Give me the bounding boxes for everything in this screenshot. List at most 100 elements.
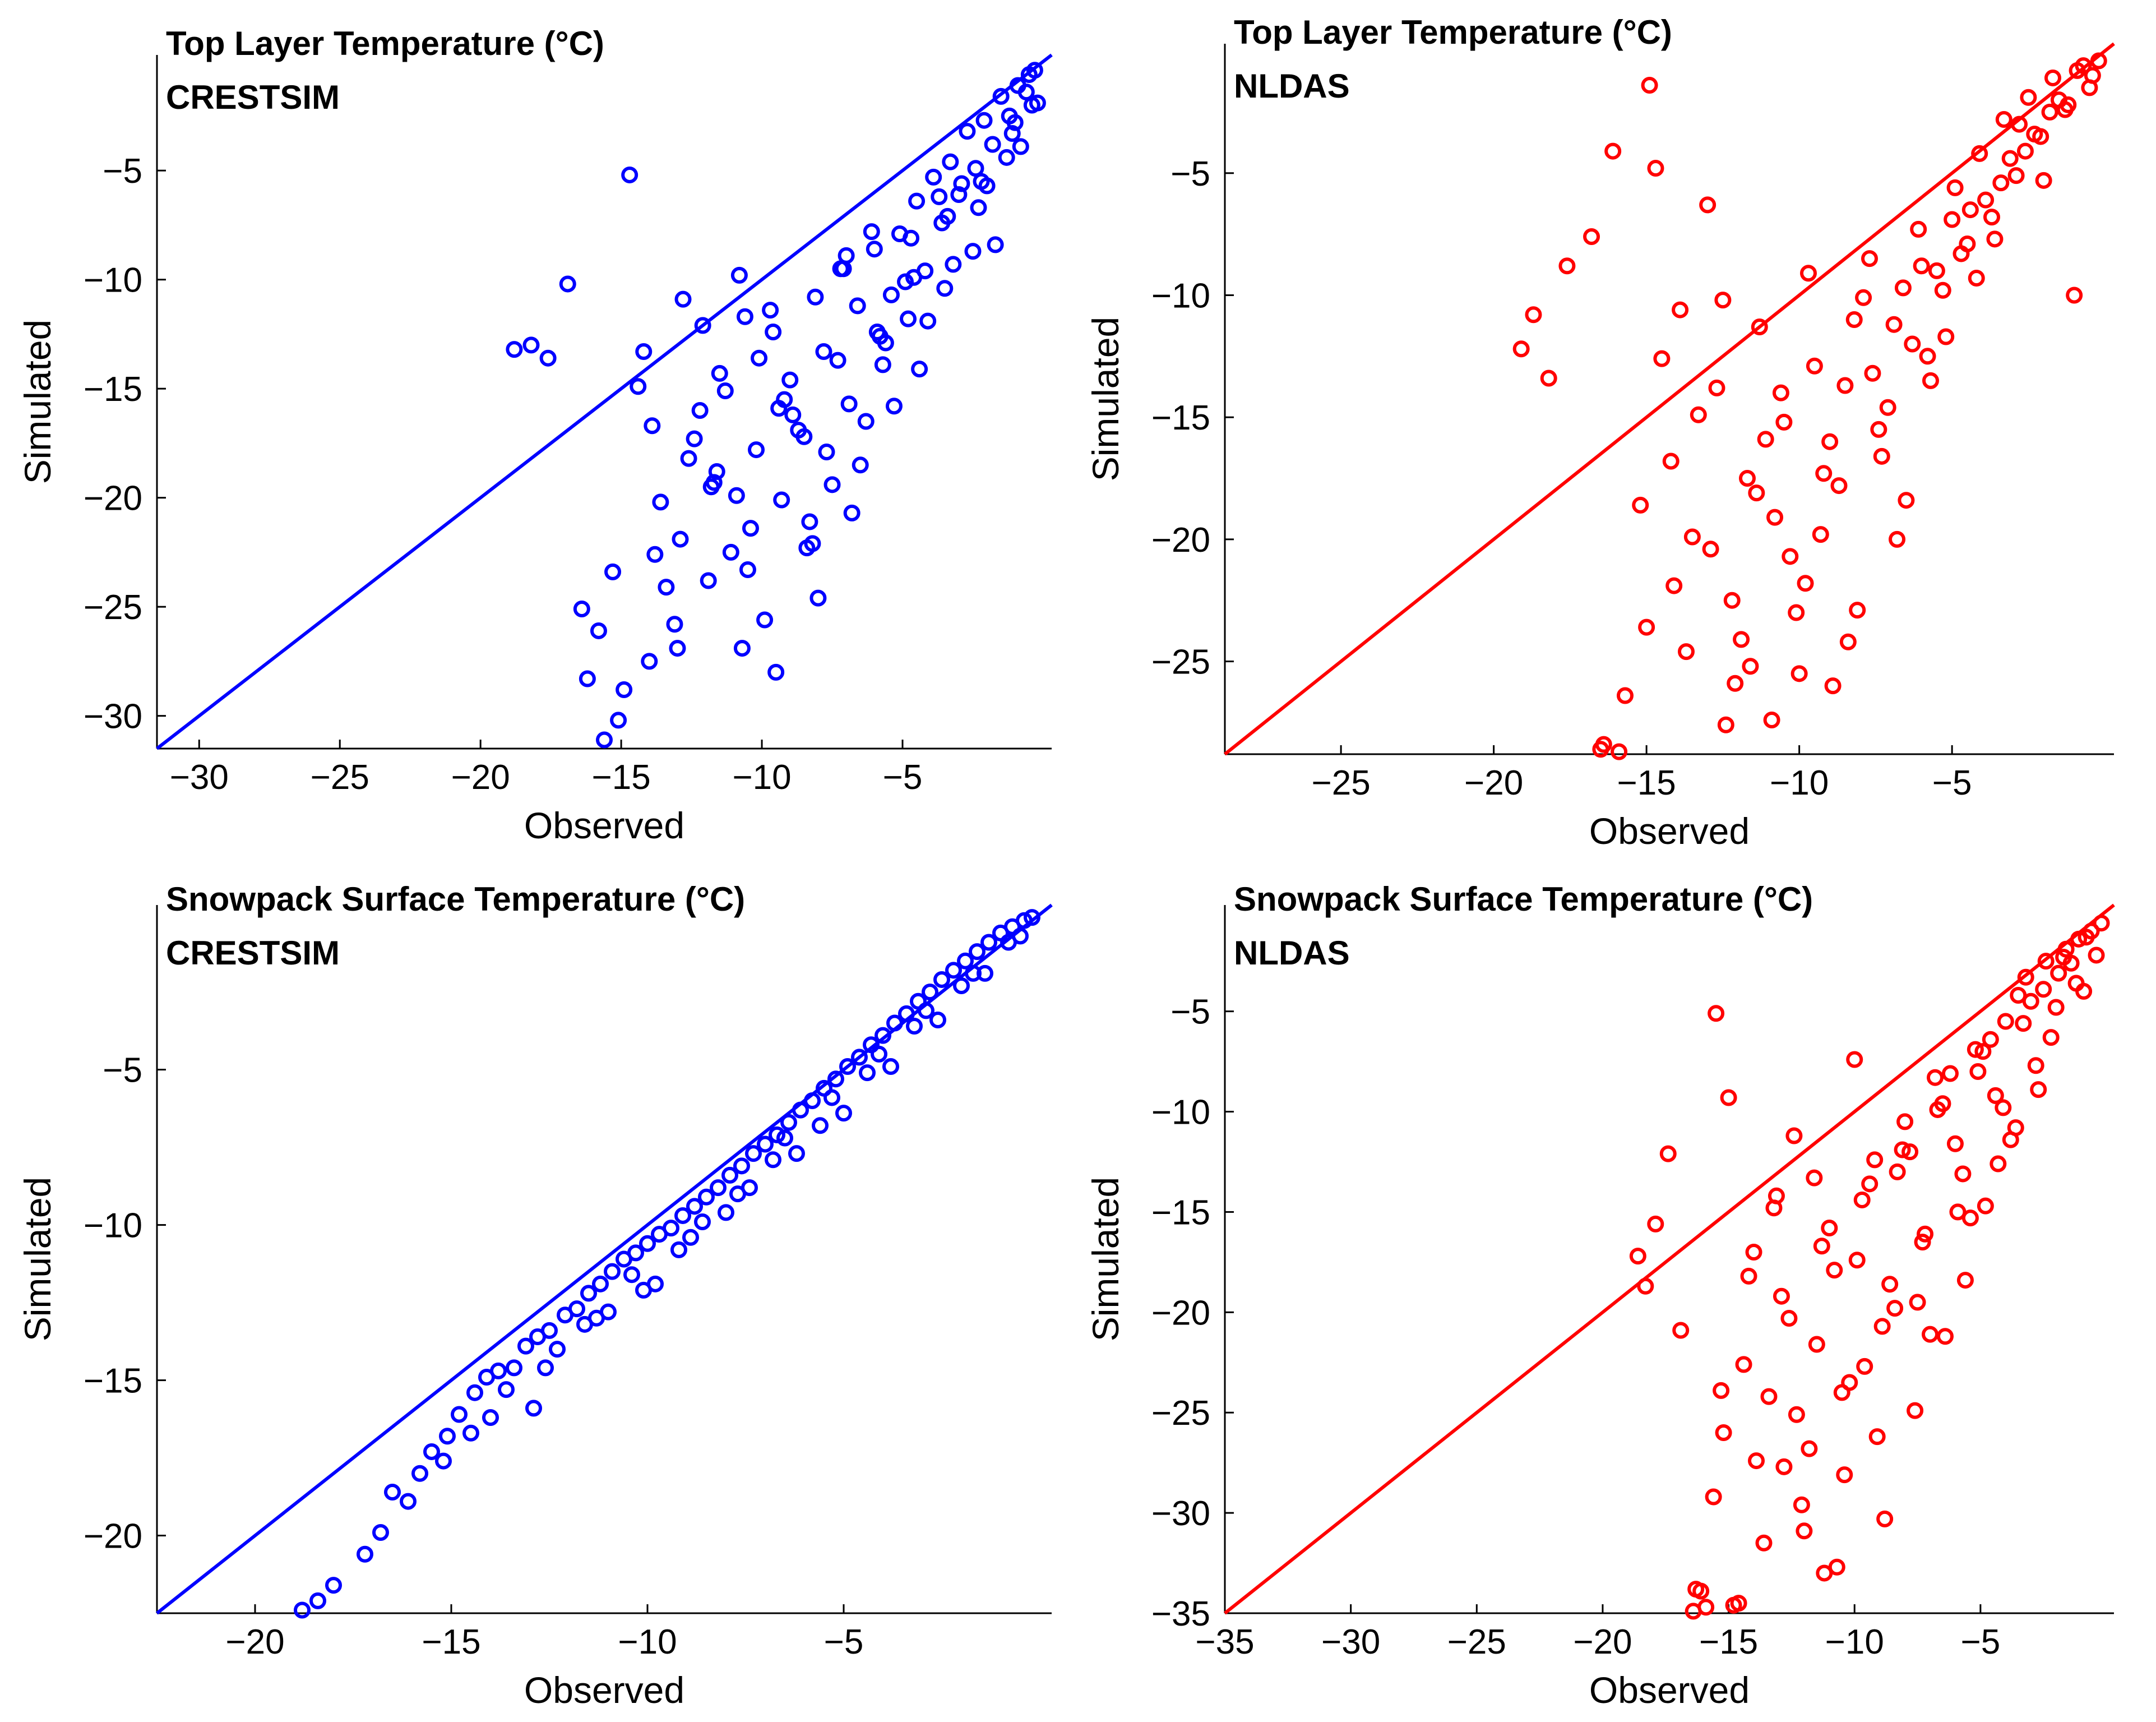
chart-bottom-left-point bbox=[812, 1117, 829, 1134]
chart-bottom-left-point bbox=[623, 1266, 640, 1284]
chart-top-right-x-tick-label: −10 bbox=[1770, 764, 1829, 802]
chart-top-right-point bbox=[2041, 103, 2058, 121]
chart-top-left-point bbox=[925, 168, 942, 186]
chart-bottom-right-point bbox=[1692, 1582, 1710, 1600]
chart-top-right-point bbox=[1889, 530, 1906, 548]
chart-top-left-point bbox=[874, 356, 891, 373]
chart-top-left-point bbox=[680, 450, 697, 467]
chart-top-left-point bbox=[987, 236, 1004, 253]
chart-top-right-point bbox=[1733, 631, 1750, 648]
chart-bottom-right-y-axis-label: Simulated bbox=[1085, 1177, 1126, 1342]
chart-top-left-point bbox=[751, 349, 768, 367]
chart-top-left-point bbox=[849, 297, 866, 315]
chart-top-right-point bbox=[1672, 301, 1689, 318]
chart-bottom-right-x-tick-label: −10 bbox=[1825, 1623, 1884, 1661]
chart-bottom-right-point bbox=[1755, 1534, 1773, 1552]
chart-top-right-point bbox=[1583, 228, 1600, 245]
chart-bottom-left-point bbox=[765, 1151, 781, 1169]
chart-bottom-right-point bbox=[1889, 1163, 1906, 1180]
chart-top-right-point bbox=[1910, 220, 1927, 238]
chart-top-right-point bbox=[1879, 399, 1896, 416]
chart-bottom-right-point bbox=[2037, 953, 2055, 970]
chart-bottom-right-point bbox=[1848, 1252, 1866, 1269]
chart-bottom-left-point bbox=[451, 1406, 468, 1423]
chart-bottom-right-point bbox=[1853, 1191, 1871, 1208]
chart-top-right-point bbox=[1815, 465, 1833, 482]
chart-bottom-right-point bbox=[1773, 1287, 1790, 1305]
chart-top-left-point bbox=[596, 731, 613, 749]
chart-bottom-left-point bbox=[839, 1058, 856, 1075]
chart-top-left-point bbox=[900, 310, 917, 327]
chart-top-left-point bbox=[1006, 114, 1024, 131]
chart-bottom-right-point bbox=[1821, 1220, 1838, 1237]
chart-bottom-left-point bbox=[682, 1229, 699, 1246]
chart-top-left-point bbox=[716, 382, 734, 400]
chart-bottom-right-point bbox=[2070, 930, 2088, 948]
chart-top-left-point bbox=[770, 400, 788, 417]
chart-top-left-y-axis-label: Simulated bbox=[17, 320, 58, 484]
chart-bottom-left-y-tick-label: −20 bbox=[84, 1517, 142, 1556]
chart-bottom-left-point bbox=[788, 1145, 805, 1162]
chart-bottom-left-point bbox=[875, 1027, 891, 1044]
chart-bottom-right-point bbox=[1982, 1031, 1999, 1048]
chart-bottom-left-point bbox=[372, 1524, 389, 1541]
chart-top-right-point bbox=[2044, 69, 2061, 86]
chart-bottom-right-point bbox=[2075, 982, 2093, 1000]
chart-bottom-right-point bbox=[1705, 1488, 1722, 1506]
chart-bottom-left-point bbox=[325, 1577, 342, 1594]
chart-top-left-x-tick-label: −30 bbox=[170, 758, 229, 797]
chart-bottom-left-x-axis-label: Observed bbox=[524, 1669, 684, 1711]
chart-top-left-point bbox=[590, 622, 607, 639]
chart-top-right-x-axis-label: Observed bbox=[1589, 810, 1750, 852]
chart-top-right-y-tick-label: −10 bbox=[1151, 276, 1210, 315]
chart-bottom-left-point bbox=[776, 1129, 793, 1147]
chart-top-left-point bbox=[658, 579, 675, 596]
chart-bottom-right-point bbox=[1735, 1356, 1752, 1373]
chart-bottom-right-point bbox=[1806, 1169, 1823, 1187]
chart-top-right-point bbox=[1512, 340, 1530, 358]
chart-top-right-point bbox=[1797, 575, 1814, 592]
chart-bottom-right-point bbox=[2050, 964, 2067, 982]
chart-top-right-point bbox=[1782, 548, 1799, 565]
chart-bottom-right-point bbox=[1713, 1382, 1730, 1399]
chart-bottom-right-point bbox=[1856, 1358, 1873, 1375]
chart-bottom-left-point bbox=[733, 1157, 750, 1175]
chart-top-left-point bbox=[897, 273, 914, 290]
chart-top-right-point bbox=[1653, 350, 1671, 367]
chart-bottom-left-point bbox=[886, 1014, 903, 1032]
chart-bottom-left-point bbox=[686, 1198, 703, 1215]
chart-bottom-left-title: Snowpack Surface Temperature (°C) bbox=[166, 880, 745, 918]
chart-top-left-point bbox=[610, 712, 627, 729]
chart-top-left-point bbox=[773, 491, 790, 509]
chart-top-left-x-tick-label: −25 bbox=[311, 758, 369, 797]
chart-top-left-point bbox=[840, 395, 858, 413]
chart-bottom-left-point bbox=[1024, 909, 1040, 926]
chart-bottom-left-point bbox=[969, 943, 986, 961]
chart-bottom-right-point bbox=[1896, 1113, 1914, 1130]
chart-top-right-point bbox=[1757, 431, 1774, 448]
chart-bottom-right-point bbox=[1836, 1466, 1853, 1484]
chart-bottom-right-y-tick-label: −5 bbox=[1170, 993, 1210, 1032]
chart-bottom-right-point bbox=[1720, 1089, 1737, 1106]
chart-top-right-point bbox=[1616, 687, 1634, 704]
chart-top-left-point bbox=[559, 275, 576, 293]
chart-top-right-point bbox=[1873, 447, 1890, 465]
chart-bottom-left-point bbox=[922, 984, 938, 1001]
chart-top-left-point bbox=[579, 670, 596, 687]
chart-bottom-right-point bbox=[1990, 1155, 2007, 1172]
chart-top-right-point bbox=[1683, 528, 1701, 546]
chart-bottom-left-point bbox=[670, 1241, 687, 1258]
chart-top-left-point bbox=[781, 371, 799, 389]
chart-top-left-point bbox=[635, 343, 653, 361]
chart-bottom-right-point bbox=[1808, 1336, 1825, 1353]
chart-bottom-left-y-tick-label: −15 bbox=[84, 1362, 142, 1401]
chart-bottom-left-point bbox=[411, 1465, 428, 1482]
chart-top-left-point bbox=[733, 640, 751, 657]
chart-top-left-point bbox=[730, 266, 748, 284]
chart-top-left-point bbox=[621, 166, 639, 183]
chart-top-right-point bbox=[1913, 257, 1930, 275]
chart-top-right-point bbox=[1604, 142, 1622, 160]
chart-bottom-left-point bbox=[851, 1049, 868, 1066]
chart-top-left-point bbox=[708, 463, 725, 480]
chart-bottom-right-x-tick-label: −15 bbox=[1699, 1623, 1758, 1661]
